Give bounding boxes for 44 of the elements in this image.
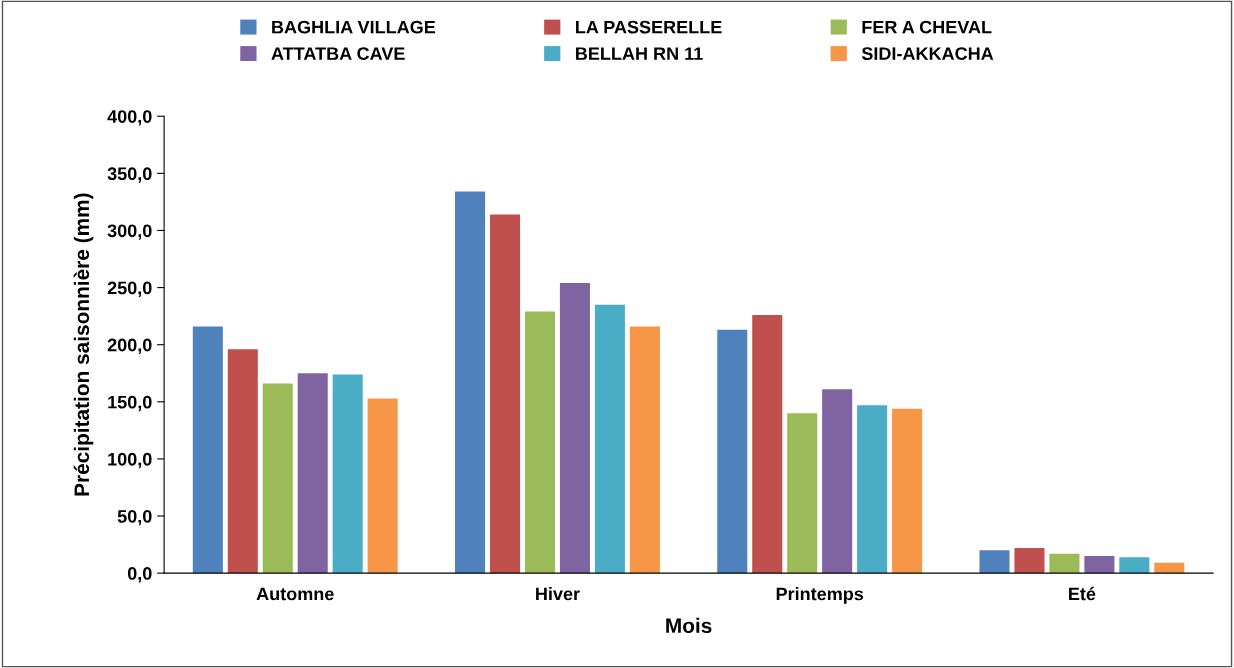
x-tick-label: Printemps (776, 587, 864, 604)
bar (594, 304, 625, 574)
bar (892, 408, 923, 574)
bar (367, 398, 398, 574)
bar (524, 311, 556, 574)
x-tick-label: Hiver (536, 587, 580, 601)
legend-label: LA PASSERELLE (576, 20, 722, 34)
bar (822, 389, 853, 574)
x-tick-label: Eté (1069, 586, 1096, 601)
y-axis-title: Précipitation saisonnière (mm) (73, 193, 94, 496)
legend-label: ATTATBA CAVE (271, 47, 405, 60)
legend-label: SIDI-AKKACHA (861, 47, 994, 60)
bar (717, 329, 748, 574)
bar (1084, 556, 1115, 574)
y-tick-label: 200,0 (107, 338, 152, 355)
bar (752, 314, 783, 574)
bar (332, 374, 363, 574)
y-tick-label: 400,0 (107, 110, 152, 126)
bar (1014, 548, 1045, 574)
bar (297, 373, 328, 574)
bar (262, 383, 293, 574)
bar (455, 191, 486, 574)
x-tick-label: Automne (256, 587, 334, 601)
bar (192, 326, 223, 574)
bar (979, 550, 1010, 574)
bar (1119, 557, 1150, 574)
y-tick-label: 50,0 (117, 509, 152, 526)
bar (629, 326, 660, 574)
bar (227, 349, 258, 574)
y-tick-label: 350,0 (107, 167, 152, 183)
bar (559, 283, 590, 574)
y-tick-label: 100,0 (108, 452, 152, 469)
legend-label: BAGHLIA VILLAGE (272, 20, 436, 34)
y-tick-label: 300,0 (107, 224, 152, 240)
x-axis-title: Mois (666, 617, 712, 634)
bar (1049, 553, 1080, 574)
legend-label: BELLAH RN 11 (576, 47, 703, 60)
y-tick-label: 250,0 (107, 281, 152, 297)
bar (489, 214, 521, 574)
bar (857, 405, 888, 574)
y-tick-label: 150,0 (108, 395, 152, 412)
y-tick-label: 0,0 (127, 567, 152, 583)
bar (787, 413, 818, 574)
legend-label: FER A CHEVAL (862, 20, 992, 34)
